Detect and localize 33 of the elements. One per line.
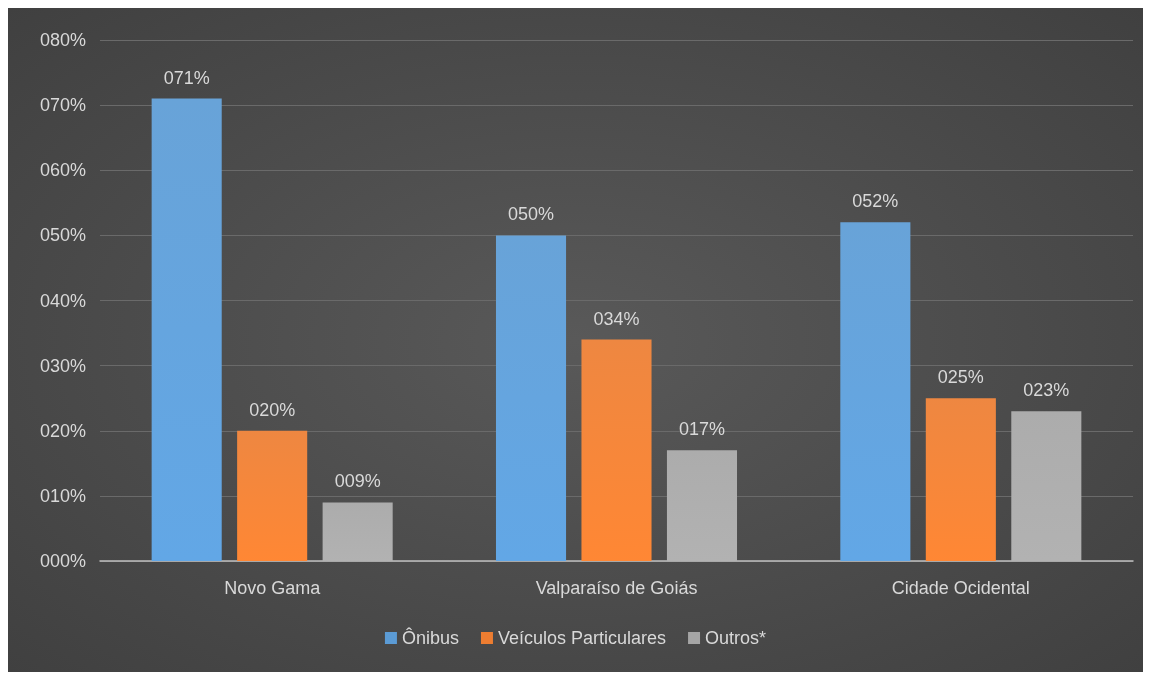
legend-label: Ônibus bbox=[401, 627, 459, 648]
legend-label: Outros* bbox=[705, 628, 767, 648]
bar bbox=[666, 450, 738, 561]
y-tick-label: 050% bbox=[39, 225, 86, 246]
data-label: 020% bbox=[249, 399, 296, 420]
bar bbox=[237, 430, 308, 561]
y-tick-label: 000% bbox=[39, 551, 86, 571]
data-label: 050% bbox=[507, 204, 555, 225]
bar bbox=[495, 235, 567, 561]
data-label: 034% bbox=[593, 308, 640, 329]
y-tick-label: 060% bbox=[39, 160, 86, 181]
y-tick-label: 030% bbox=[39, 355, 86, 376]
data-label: 009% bbox=[334, 471, 381, 492]
bar bbox=[1011, 411, 1082, 561]
y-tick-label: 040% bbox=[39, 290, 86, 311]
bar bbox=[581, 339, 652, 561]
bar bbox=[322, 502, 393, 561]
y-tick-label: 080% bbox=[39, 30, 86, 50]
y-tick-label: 070% bbox=[39, 95, 86, 116]
bar bbox=[840, 222, 911, 561]
data-label: 025% bbox=[937, 367, 984, 388]
data-label: 071% bbox=[163, 67, 210, 88]
bar bbox=[925, 398, 996, 561]
x-tick-label: Cidade Ocidental bbox=[891, 578, 1030, 598]
data-label: 017% bbox=[678, 419, 726, 440]
y-tick-label: 010% bbox=[39, 485, 86, 506]
x-tick-label: Valparaíso de Goiás bbox=[535, 578, 698, 598]
x-tick-label: Novo Gama bbox=[224, 578, 322, 598]
y-tick-label: 020% bbox=[39, 420, 86, 441]
bar bbox=[151, 98, 222, 561]
data-label: 052% bbox=[852, 191, 899, 212]
legend-label: Veículos Particulares bbox=[497, 628, 667, 648]
data-label: 023% bbox=[1023, 380, 1070, 401]
